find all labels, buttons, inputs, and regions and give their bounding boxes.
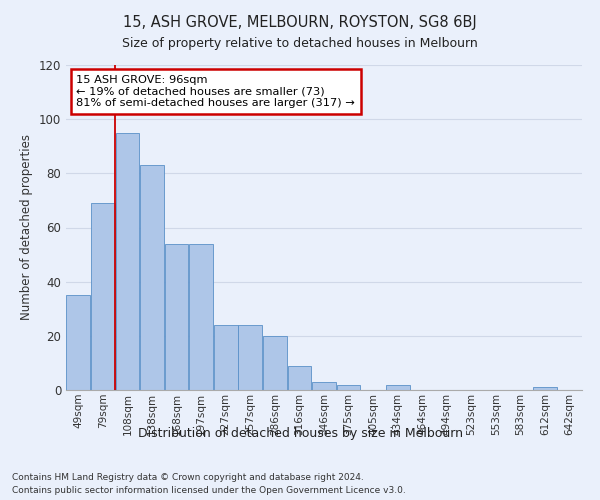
Text: Contains HM Land Registry data © Crown copyright and database right 2024.: Contains HM Land Registry data © Crown c…	[12, 472, 364, 482]
Text: Size of property relative to detached houses in Melbourn: Size of property relative to detached ho…	[122, 38, 478, 51]
Text: Distribution of detached houses by size in Melbourn: Distribution of detached houses by size …	[137, 428, 463, 440]
Bar	[263, 336, 287, 390]
Text: 15 ASH GROVE: 96sqm
← 19% of detached houses are smaller (73)
81% of semi-detach: 15 ASH GROVE: 96sqm ← 19% of detached ho…	[76, 74, 355, 108]
Text: 15, ASH GROVE, MELBOURN, ROYSTON, SG8 6BJ: 15, ASH GROVE, MELBOURN, ROYSTON, SG8 6B…	[123, 15, 477, 30]
Bar	[164, 244, 188, 390]
Bar	[140, 165, 164, 390]
Bar	[116, 132, 139, 390]
Text: Contains public sector information licensed under the Open Government Licence v3: Contains public sector information licen…	[12, 486, 406, 495]
Bar	[533, 388, 557, 390]
Bar	[312, 382, 336, 390]
Bar	[189, 244, 213, 390]
Bar	[67, 295, 90, 390]
Bar	[337, 384, 361, 390]
Bar	[287, 366, 311, 390]
Bar	[238, 325, 262, 390]
Y-axis label: Number of detached properties: Number of detached properties	[20, 134, 33, 320]
Bar	[386, 384, 410, 390]
Bar	[91, 203, 115, 390]
Bar	[214, 325, 238, 390]
